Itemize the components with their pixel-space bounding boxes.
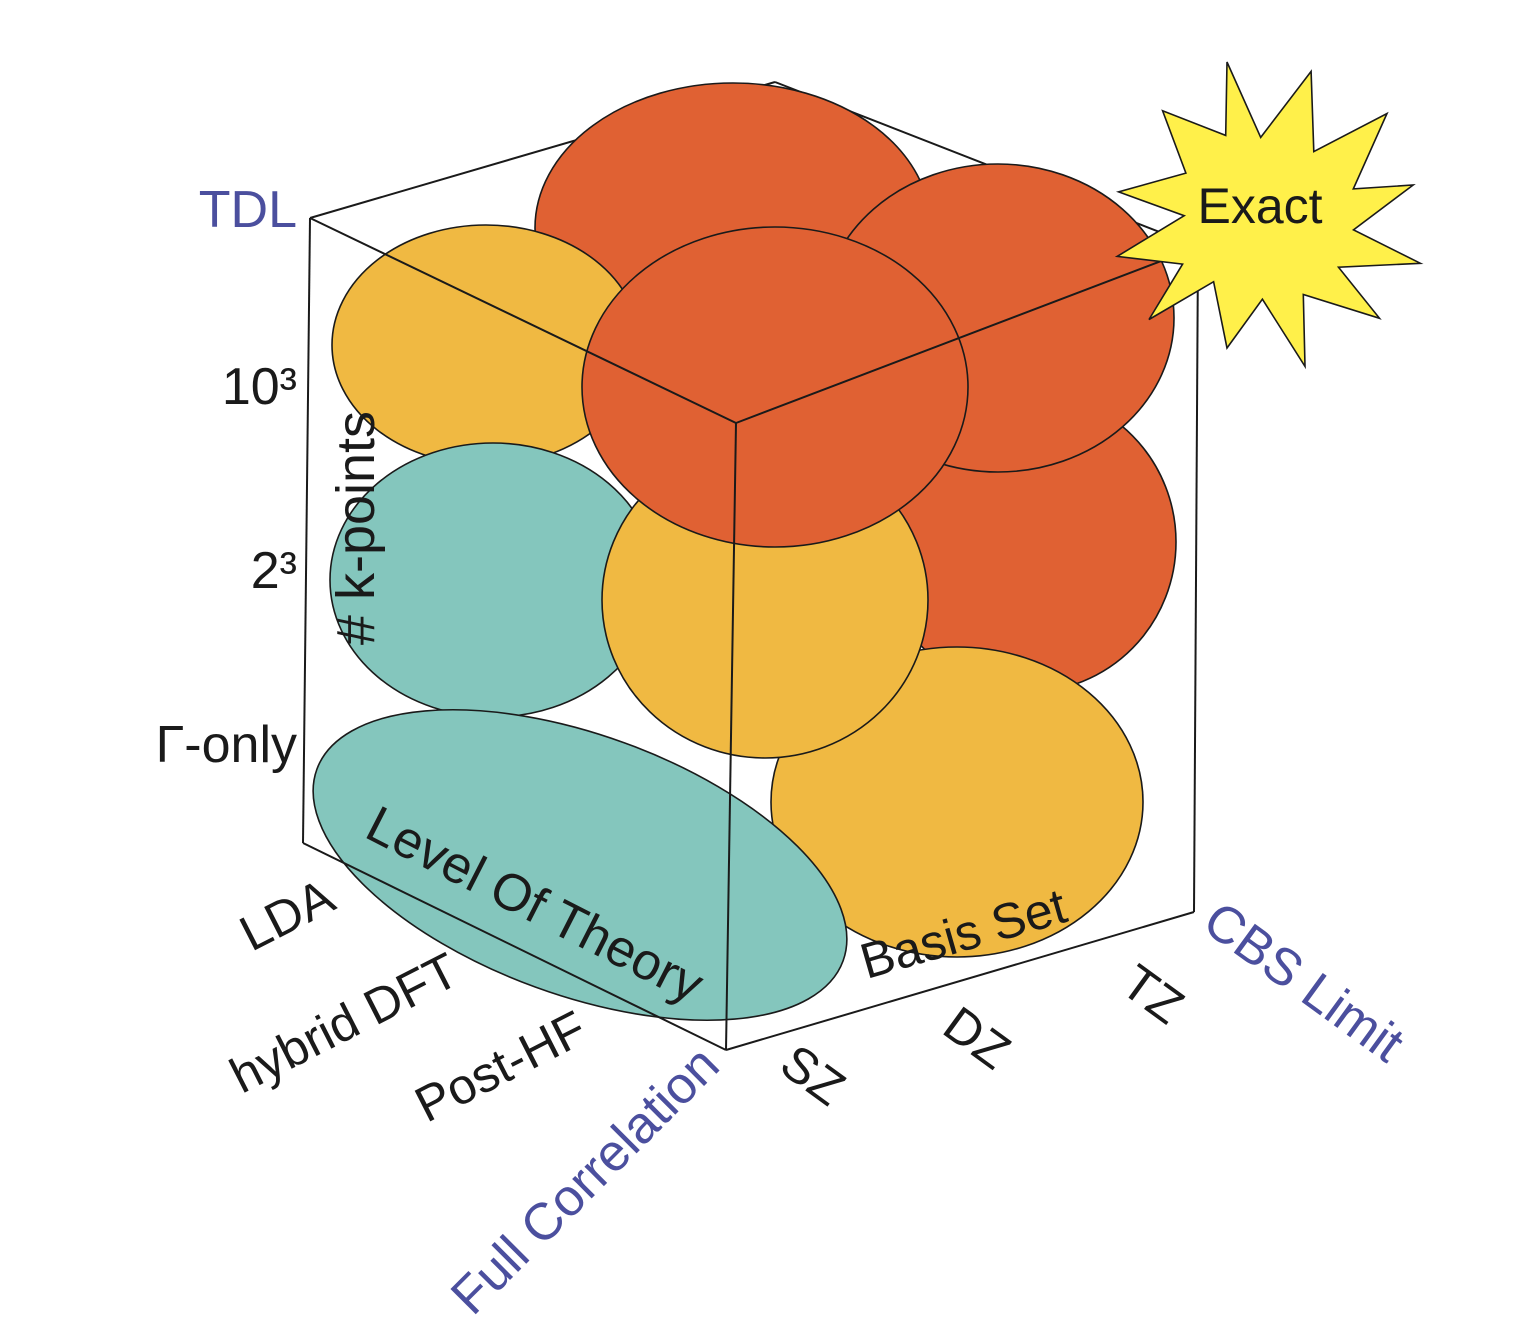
- k-points-tick-2-cubed: 2³: [251, 542, 297, 600]
- exact-badge: Exact: [1114, 61, 1424, 370]
- basis-tick-sz: SZ: [771, 1034, 856, 1117]
- cube-front-edges: [302, 217, 1199, 1051]
- basis-limit-label: CBS Limit: [1193, 891, 1415, 1074]
- ellipse-orange-top-front: [581, 226, 969, 548]
- ellipse-teal-bottom: [312, 708, 848, 1022]
- k-points-limit-label: TDL: [199, 181, 297, 239]
- k-points-axis: TDL 10³ 2³ Γ-only # k-points: [156, 181, 386, 774]
- basis-tick-tz: TZ: [1112, 954, 1194, 1035]
- basis-tick-dz: DZ: [934, 996, 1021, 1080]
- starburst-icon: [1114, 61, 1424, 370]
- k-points-tick-gamma-only: Γ-only: [156, 716, 297, 774]
- level-tick-lda: LDA: [231, 868, 344, 962]
- exact-label: Exact: [1197, 178, 1322, 234]
- k-points-tick-10-cubed: 10³: [222, 358, 297, 416]
- capability-ellipses: [312, 82, 1177, 1022]
- level-tick-post-hf: Post-HF: [406, 1000, 595, 1133]
- k-points-axis-title: # k-points: [326, 411, 386, 645]
